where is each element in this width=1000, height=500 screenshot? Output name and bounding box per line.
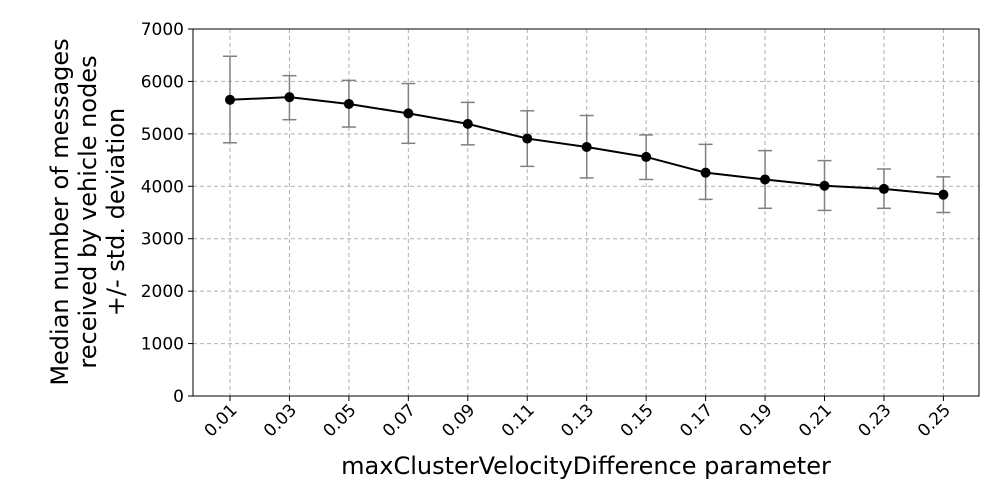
y-tick-label: 3000: [141, 230, 184, 250]
x-tick-label: 0.13: [557, 400, 598, 441]
y-axis-title-line-3: +/- std. deviation: [102, 108, 130, 316]
series: [225, 92, 949, 200]
y-axis-title: Median number of messages received by ve…: [46, 38, 130, 385]
data-point: [225, 94, 235, 105]
data-point: [938, 189, 949, 200]
y-tick-label: 1000: [141, 335, 184, 355]
data-point: [403, 108, 414, 119]
x-tick-label: 0.25: [914, 400, 955, 441]
y-tick-label: 6000: [141, 72, 184, 92]
x-axis: 0.01 0.03 0.05 0.07 0.09 0.11 0.13 0.15 0.17 0.19…: [201, 396, 955, 441]
x-axis-title: maxClusterVelocityDifference parameter: [341, 452, 831, 480]
data-point: [641, 151, 652, 162]
y-tick-label: 2000: [141, 282, 184, 302]
x-tick-label: 0.21: [795, 400, 836, 441]
x-tick-label: 0.19: [736, 400, 777, 441]
data-point: [462, 118, 473, 129]
x-tick-label: 0.17: [676, 400, 717, 441]
grid: [193, 29, 979, 396]
y-tick-label: 7000: [141, 20, 184, 40]
data-point: [581, 141, 592, 152]
x-tick-label: 0.01: [201, 400, 242, 441]
y-tick-label: 4000: [141, 177, 184, 197]
y-tick-label: 0: [173, 387, 184, 407]
data-point: [700, 167, 711, 178]
x-tick-label: 0.11: [498, 400, 539, 441]
y-tick-label: 5000: [141, 125, 184, 145]
data-point: [343, 98, 354, 109]
x-tick-label: 0.23: [855, 400, 896, 441]
data-point: [522, 133, 533, 144]
data-point: [819, 180, 830, 191]
x-tick-label: 0.05: [320, 400, 361, 441]
y-axis-title-line-2: received by vehicle nodes: [74, 55, 102, 368]
data-point: [760, 174, 771, 185]
x-tick-label: 0.07: [379, 400, 420, 441]
x-tick-label: 0.09: [438, 400, 479, 441]
y-axis-title-line-1: Median number of messages: [46, 38, 74, 385]
data-point: [284, 92, 295, 103]
x-tick-label: 0.03: [260, 400, 301, 441]
plot-frame: [192, 28, 980, 397]
x-tick-label: 0.15: [617, 400, 658, 441]
data-point: [878, 183, 889, 194]
y-axis: 0 1000 2000 3000 4000 5000 6000 7000: [141, 20, 193, 407]
